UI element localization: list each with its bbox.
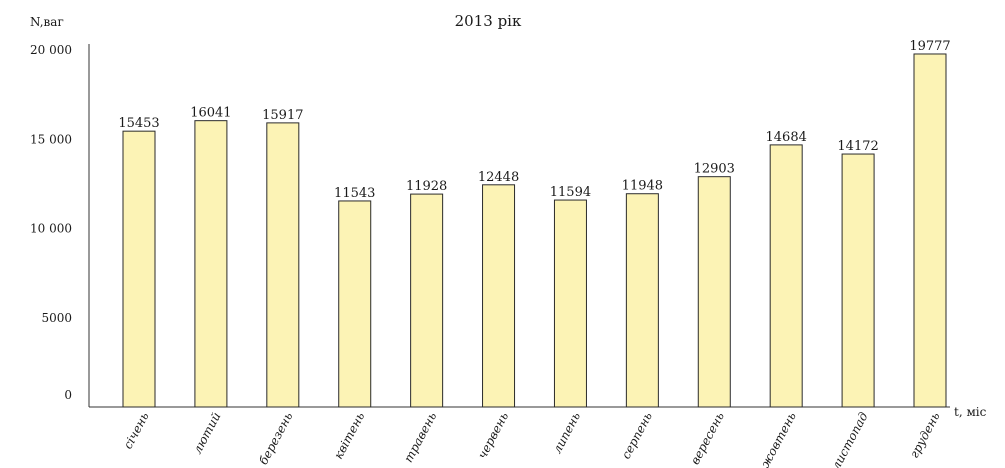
category-label: березень bbox=[256, 410, 295, 467]
bar-4 bbox=[338, 200, 372, 408]
value-labels-group: 15453 16041 15917 11543 11928 12448 11594 11948… bbox=[118, 39, 950, 201]
bar-12 bbox=[913, 53, 947, 408]
bar-value-label: 11594 bbox=[550, 185, 591, 200]
bar-value-label: 15917 bbox=[262, 108, 303, 123]
bar-value-label: 11948 bbox=[622, 179, 663, 194]
bar-value-label: 14172 bbox=[837, 139, 878, 154]
bar-9 bbox=[697, 176, 731, 408]
bar-7 bbox=[553, 199, 587, 408]
x-axis-label: t, міс bbox=[954, 405, 987, 419]
bar-6 bbox=[482, 184, 516, 408]
bars-group bbox=[122, 53, 947, 408]
category-label: жовтень bbox=[758, 410, 799, 468]
category-label: січень bbox=[121, 410, 152, 452]
bar-value-label: 12903 bbox=[694, 162, 735, 177]
category-labels-group: січень лютий березень квітень травень червень… bbox=[121, 409, 943, 468]
category-label: серпень bbox=[619, 410, 655, 461]
category-label: травень bbox=[401, 410, 439, 465]
y-tick-label: 15 000 bbox=[30, 132, 72, 146]
y-axis-label: N,ваг bbox=[30, 15, 64, 29]
bar-value-label: 15453 bbox=[118, 116, 159, 131]
bar-2 bbox=[194, 120, 228, 408]
bar-10 bbox=[769, 144, 803, 408]
y-tick-labels: 0 5000 10 000 15 000 20 000 bbox=[30, 43, 72, 402]
bar-value-label: 11543 bbox=[334, 186, 375, 201]
bar-3 bbox=[266, 122, 300, 408]
chart-title: 2013 рік bbox=[455, 12, 522, 30]
bar-value-label: 19777 bbox=[909, 39, 950, 54]
bar-11 bbox=[841, 153, 875, 408]
category-label: квітень bbox=[331, 410, 367, 462]
y-tick-label: 0 bbox=[64, 388, 72, 402]
category-label: лютий bbox=[190, 410, 224, 456]
category-label: червень bbox=[475, 410, 511, 461]
bar-5 bbox=[410, 193, 444, 408]
bar-8 bbox=[625, 193, 659, 408]
bar-1 bbox=[122, 130, 156, 408]
y-tick-label: 10 000 bbox=[30, 222, 72, 236]
category-label: грудень bbox=[907, 410, 943, 461]
bar-value-label: 14684 bbox=[766, 130, 807, 145]
y-tick-label: 20 000 bbox=[30, 43, 72, 57]
category-label: вересень bbox=[688, 410, 727, 467]
bar-value-label: 16041 bbox=[190, 106, 231, 121]
category-label: липень bbox=[550, 410, 583, 456]
bar-value-label: 12448 bbox=[478, 170, 519, 185]
bar-value-label: 11928 bbox=[406, 179, 447, 194]
category-label: листопад bbox=[829, 409, 871, 468]
y-tick-label: 5000 bbox=[41, 311, 72, 325]
